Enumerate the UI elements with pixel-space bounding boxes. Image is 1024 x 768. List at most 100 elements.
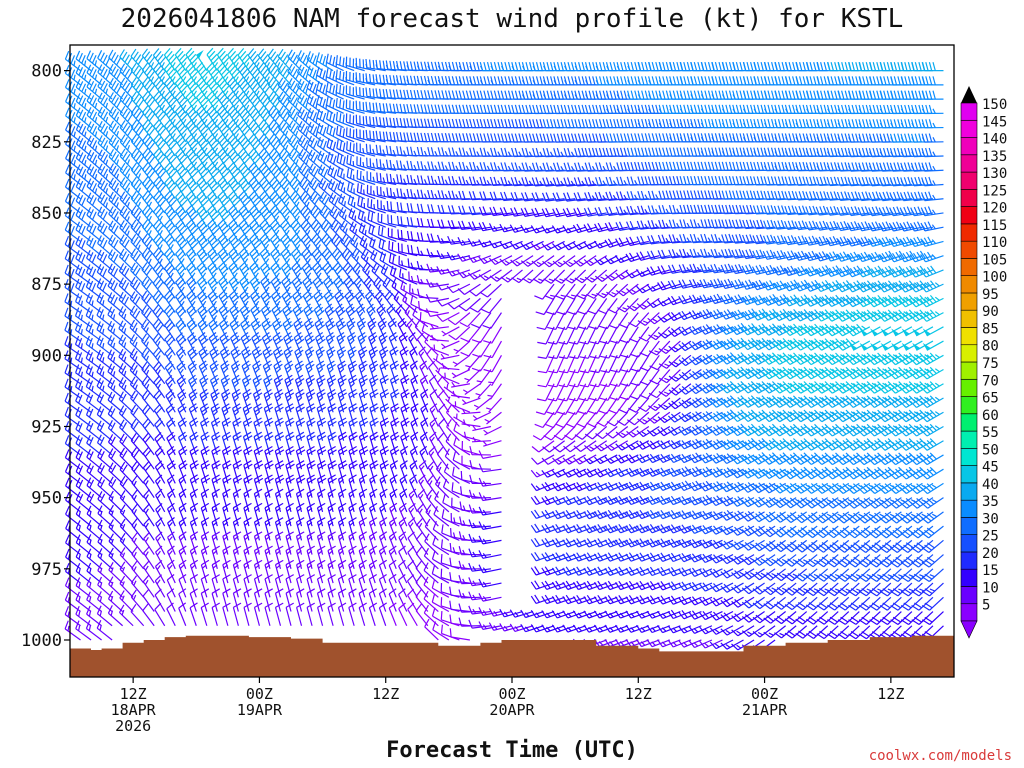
wind-barb <box>410 374 419 399</box>
credit-text: coolwx.com/models <box>869 748 1012 764</box>
wind-barb <box>921 582 944 597</box>
wind-barb <box>108 562 124 584</box>
x-tick-label: 12Z <box>372 685 399 703</box>
wind-barb <box>86 107 102 129</box>
colorbar-label: 135 <box>982 149 1007 165</box>
wind-barb <box>118 604 134 627</box>
colorbar-swatch <box>960 603 978 622</box>
wind-barb <box>657 312 681 323</box>
wind-barb <box>629 326 650 343</box>
wind-barb <box>837 625 860 640</box>
wind-barb <box>478 221 502 232</box>
wind-barb <box>447 297 471 310</box>
wind-barb <box>388 588 397 612</box>
wind-barb <box>97 505 113 527</box>
wind-barb <box>618 397 639 414</box>
colorbar-swatch <box>960 206 978 225</box>
wind-barb <box>921 119 944 129</box>
wind-barb <box>166 602 176 627</box>
colorbar-swatch <box>960 534 978 553</box>
wind-barb <box>97 533 113 556</box>
wind-barb <box>86 78 102 100</box>
wind-barb <box>461 397 481 406</box>
wind-barb <box>119 105 134 128</box>
colorbar-label: 110 <box>982 235 1007 251</box>
wind-barb <box>869 625 892 640</box>
wind-barb <box>826 582 850 597</box>
x-tick-label: 21APR <box>742 701 788 719</box>
wind-barb <box>178 574 187 598</box>
wind-barb <box>911 582 934 597</box>
wind-barb <box>119 177 134 200</box>
colorbar-swatch <box>960 189 978 207</box>
wind-barb <box>108 120 124 143</box>
wind-barb <box>858 611 881 626</box>
wind-barb <box>86 192 102 214</box>
colorbar-label: 10 <box>982 581 999 597</box>
wind-barb <box>108 63 124 86</box>
wind-barb <box>586 283 608 299</box>
wind-barb <box>535 298 555 316</box>
wind-barb <box>316 460 327 484</box>
wind-barb <box>178 445 188 470</box>
wind-barb <box>351 248 366 271</box>
colorbar-label: 25 <box>982 529 999 545</box>
wind-barb <box>805 582 829 597</box>
wind-barb <box>426 278 449 288</box>
wind-barb <box>921 62 944 72</box>
wind-barb <box>440 353 460 360</box>
wind-barb <box>921 611 944 626</box>
x-tick-label: 12Z <box>625 685 652 703</box>
wind-barb <box>795 596 818 611</box>
x-tick-label: 2026 <box>115 717 151 735</box>
wind-barb <box>890 596 913 611</box>
wind-barb <box>108 191 124 214</box>
wind-barb <box>97 548 113 570</box>
y-tick-label: 800 <box>31 62 62 82</box>
wind-barb <box>583 255 608 267</box>
y-tick-label: 850 <box>31 204 62 224</box>
wind-barb <box>97 177 113 200</box>
wind-barb <box>890 568 913 583</box>
colorbar-swatch <box>960 120 978 138</box>
wind-barb <box>388 559 397 584</box>
wind-barb <box>341 247 355 271</box>
colorbar-min-arrow <box>960 620 978 639</box>
wind-barb <box>378 545 388 570</box>
wind-barb <box>363 275 376 299</box>
wind-barb <box>804 235 828 246</box>
wind-barb <box>178 559 187 584</box>
colorbar-swatch <box>960 568 978 587</box>
wind-barb <box>920 466 944 480</box>
wind-barb <box>451 369 471 379</box>
wind-barb <box>636 297 660 310</box>
wind-barb <box>108 77 124 100</box>
x-tick-label: 12Z <box>877 685 904 703</box>
colorbar-swatch <box>960 344 978 363</box>
wind-barb <box>869 596 892 611</box>
colorbar-swatch <box>960 102 978 121</box>
wind-barb <box>900 596 923 611</box>
wind-barb <box>441 372 460 385</box>
wind-barb <box>647 312 671 325</box>
wind-barb <box>429 334 449 342</box>
colorbar-label: 15 <box>982 563 999 579</box>
wind-barb <box>468 221 492 231</box>
wind-barb <box>911 611 934 626</box>
wind-barb <box>869 611 892 626</box>
wind-barb <box>920 423 944 437</box>
wind-barb <box>616 411 639 426</box>
wind-barb <box>922 326 944 337</box>
wind-barb <box>629 383 650 400</box>
wind-barb <box>890 625 913 640</box>
colorbar-label: 145 <box>982 114 1007 130</box>
colorbar-label: 95 <box>982 287 999 303</box>
wind-barb <box>274 460 285 484</box>
y-tick-label: 825 <box>31 133 62 153</box>
colorbar-label: 125 <box>982 183 1007 199</box>
wind-barb <box>108 220 124 242</box>
wind-barb <box>378 602 388 626</box>
colorbar-label: 40 <box>982 477 999 493</box>
